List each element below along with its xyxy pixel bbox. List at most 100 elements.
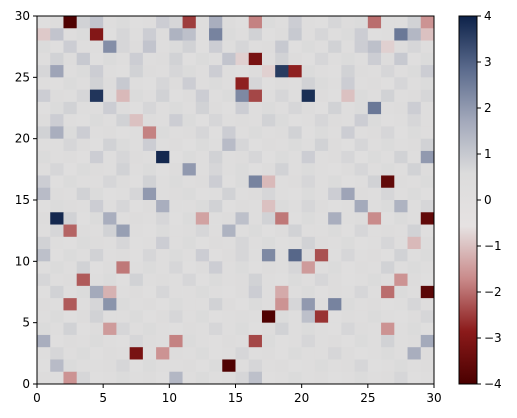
heatmap-cell (407, 28, 422, 41)
heatmap-cell (63, 101, 78, 115)
heatmap-cell (314, 77, 329, 90)
heatmap-cell (354, 347, 369, 360)
heatmap-cell (209, 89, 223, 103)
heatmap-cell (103, 371, 117, 385)
heatmap-cell (275, 236, 289, 250)
heatmap-cell (63, 224, 78, 238)
heatmap-cell (222, 89, 236, 103)
heatmap-cell (407, 371, 422, 385)
heatmap-cell (116, 77, 130, 90)
heatmap-cell (328, 298, 342, 311)
heatmap-cell (367, 138, 382, 152)
heatmap-cell (407, 212, 422, 225)
heatmap-cell (209, 212, 223, 225)
heatmap-cell (381, 77, 395, 90)
heatmap-cell (195, 359, 210, 373)
colorbar-axis: 4 3 2 1 0 −1 −2 −3 −4 (477, 9, 502, 391)
heatmap-cell (182, 187, 197, 201)
heatmap-cell (394, 249, 408, 262)
heatmap-cell (209, 371, 223, 385)
heatmap-cell (116, 224, 130, 238)
heatmap-cell (195, 126, 210, 140)
heatmap-cell (50, 249, 64, 262)
heatmap-cell (381, 359, 395, 373)
heatmap-cell (222, 273, 236, 287)
heatmap-cell (328, 261, 342, 274)
heatmap-cell (367, 310, 382, 324)
heatmap-cell (275, 16, 289, 29)
heatmap-cell (288, 89, 303, 103)
heatmap-cell (275, 212, 289, 225)
heatmap-cell (367, 212, 382, 225)
heatmap-cell (89, 298, 104, 311)
heatmap-cell (209, 359, 223, 373)
heatmap-cell (156, 89, 170, 103)
heatmap-cell (169, 285, 183, 299)
heatmap-cell (314, 249, 329, 262)
heatmap-cell (156, 212, 170, 225)
heatmap-cell (89, 101, 104, 115)
heatmap-cell (235, 52, 250, 66)
heatmap-cell (275, 334, 289, 348)
heatmap-cell (341, 65, 355, 78)
heatmap-cell (76, 187, 91, 201)
heatmap-cell (103, 138, 117, 152)
heatmap-cell (235, 175, 250, 189)
heatmap-cell (129, 150, 144, 164)
heatmap-cell (76, 200, 91, 213)
x-tick-label: 25 (360, 391, 375, 405)
heatmap-cell (301, 101, 316, 115)
heatmap-cell (129, 175, 144, 189)
heatmap-cell (354, 236, 369, 250)
heatmap-cell (129, 163, 144, 176)
heatmap-cell (288, 249, 303, 262)
heatmap-cell (129, 224, 144, 238)
heatmap-cell (209, 40, 223, 54)
heatmap-cell (76, 89, 91, 103)
heatmap-cell (182, 322, 197, 336)
colorbar-tick-label: −1 (484, 239, 502, 253)
heatmap-cell (63, 89, 78, 103)
heatmap-cell (261, 347, 276, 360)
heatmap-cell (222, 212, 236, 225)
heatmap-cell (156, 101, 170, 115)
heatmap-cell (367, 16, 382, 29)
heatmap-cell (420, 114, 435, 127)
heatmap-cell (156, 236, 170, 250)
heatmap-cell (222, 77, 236, 90)
heatmap-cell (420, 16, 435, 29)
heatmap-cell (301, 334, 316, 348)
heatmap-cell (275, 249, 289, 262)
heatmap-cell (235, 347, 250, 360)
heatmap-cell (407, 52, 422, 66)
heatmap-cell (103, 150, 117, 164)
heatmap-cell (248, 28, 263, 41)
heatmap-cell (116, 52, 130, 66)
heatmap-cell (420, 285, 435, 299)
heatmap-cell (116, 175, 130, 189)
heatmap-cell (37, 150, 51, 164)
heatmap-cell (195, 150, 210, 164)
heatmap-cell (314, 371, 329, 385)
heatmap-cell (89, 285, 104, 299)
heatmap-cell (63, 249, 78, 262)
heatmap-cell (407, 236, 422, 250)
heatmap-cell (301, 347, 316, 360)
heatmap-cell (89, 16, 104, 29)
heatmap-cell (248, 371, 263, 385)
heatmap-cell (394, 187, 408, 201)
heatmap-cell (142, 150, 157, 164)
heatmap-cell (195, 347, 210, 360)
heatmap-cell (116, 200, 130, 213)
heatmap-cell (50, 285, 64, 299)
heatmap-cell (354, 40, 369, 54)
heatmap-cell (394, 285, 408, 299)
heatmap-cell (89, 273, 104, 287)
heatmap-cell (367, 89, 382, 103)
heatmap-cell (367, 236, 382, 250)
x-tick-label: 5 (99, 391, 107, 405)
heatmap-cell (195, 310, 210, 324)
heatmap-cell (394, 138, 408, 152)
colorbar-tick-label: −3 (484, 331, 502, 345)
heatmap-cell (129, 273, 144, 287)
